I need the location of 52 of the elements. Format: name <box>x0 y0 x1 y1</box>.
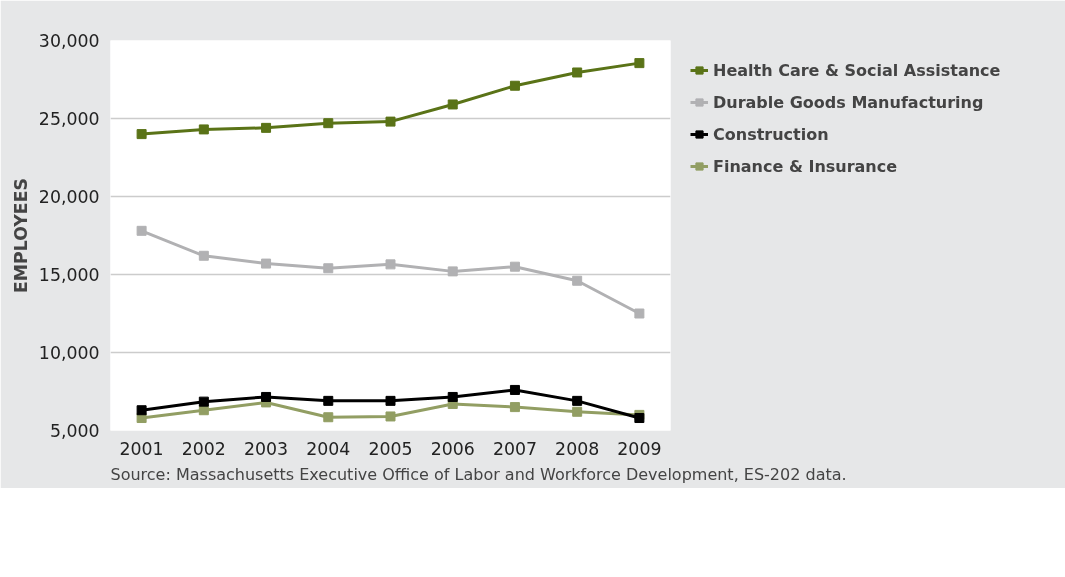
y-tick-label: 25,000 <box>38 109 100 129</box>
x-tick-label: 2006 <box>430 438 475 459</box>
legend-label: Finance & Insurance <box>713 156 898 176</box>
x-tick-label: 2003 <box>244 438 289 459</box>
point <box>634 58 645 69</box>
y-tick-label: 5,000 <box>49 421 100 441</box>
point <box>447 99 458 110</box>
point <box>385 411 396 422</box>
point <box>572 406 583 417</box>
point <box>323 118 334 129</box>
point <box>198 124 209 135</box>
x-tick-label: 2001 <box>119 438 164 459</box>
x-tick-label: 2004 <box>306 438 351 459</box>
point <box>385 259 396 270</box>
point <box>323 412 334 423</box>
point <box>509 384 520 395</box>
point <box>572 395 583 406</box>
point <box>198 396 209 407</box>
y-tick-label: 30,000 <box>38 31 100 51</box>
point <box>447 391 458 402</box>
legend-label: Construction <box>713 124 829 144</box>
point <box>634 413 645 424</box>
x-tick-label: 2007 <box>492 438 537 459</box>
point <box>136 405 147 416</box>
point <box>385 395 396 406</box>
x-tick-label: 2002 <box>181 438 226 459</box>
x-tick-label: 2005 <box>368 438 413 459</box>
point <box>261 258 272 269</box>
point <box>509 261 520 272</box>
y-tick-label: 20,000 <box>38 187 100 207</box>
point <box>323 263 334 274</box>
legend-label: Health Care & Social Assistance <box>713 60 1001 80</box>
point <box>323 395 334 406</box>
y-tick-label: 10,000 <box>38 343 100 363</box>
y-tick-label: 15,000 <box>38 265 100 285</box>
point <box>136 129 147 140</box>
source-note: Source: Massachusetts Executive Office of Labor and Workforce Development, ES-202 data. <box>110 464 847 484</box>
x-tick-label: 2009 <box>617 438 662 459</box>
legend-label: Durable Goods Manufacturing <box>713 92 984 112</box>
point <box>509 80 520 91</box>
point <box>136 225 147 236</box>
point <box>447 266 458 277</box>
point <box>261 391 272 402</box>
point <box>572 275 583 286</box>
point <box>385 116 396 127</box>
point <box>261 122 272 133</box>
point <box>572 67 583 78</box>
y-axis-title: EMPLOYEES <box>10 177 31 294</box>
point <box>509 402 520 413</box>
point <box>634 308 645 319</box>
point <box>198 250 209 261</box>
x-tick-label: 2008 <box>555 438 600 459</box>
